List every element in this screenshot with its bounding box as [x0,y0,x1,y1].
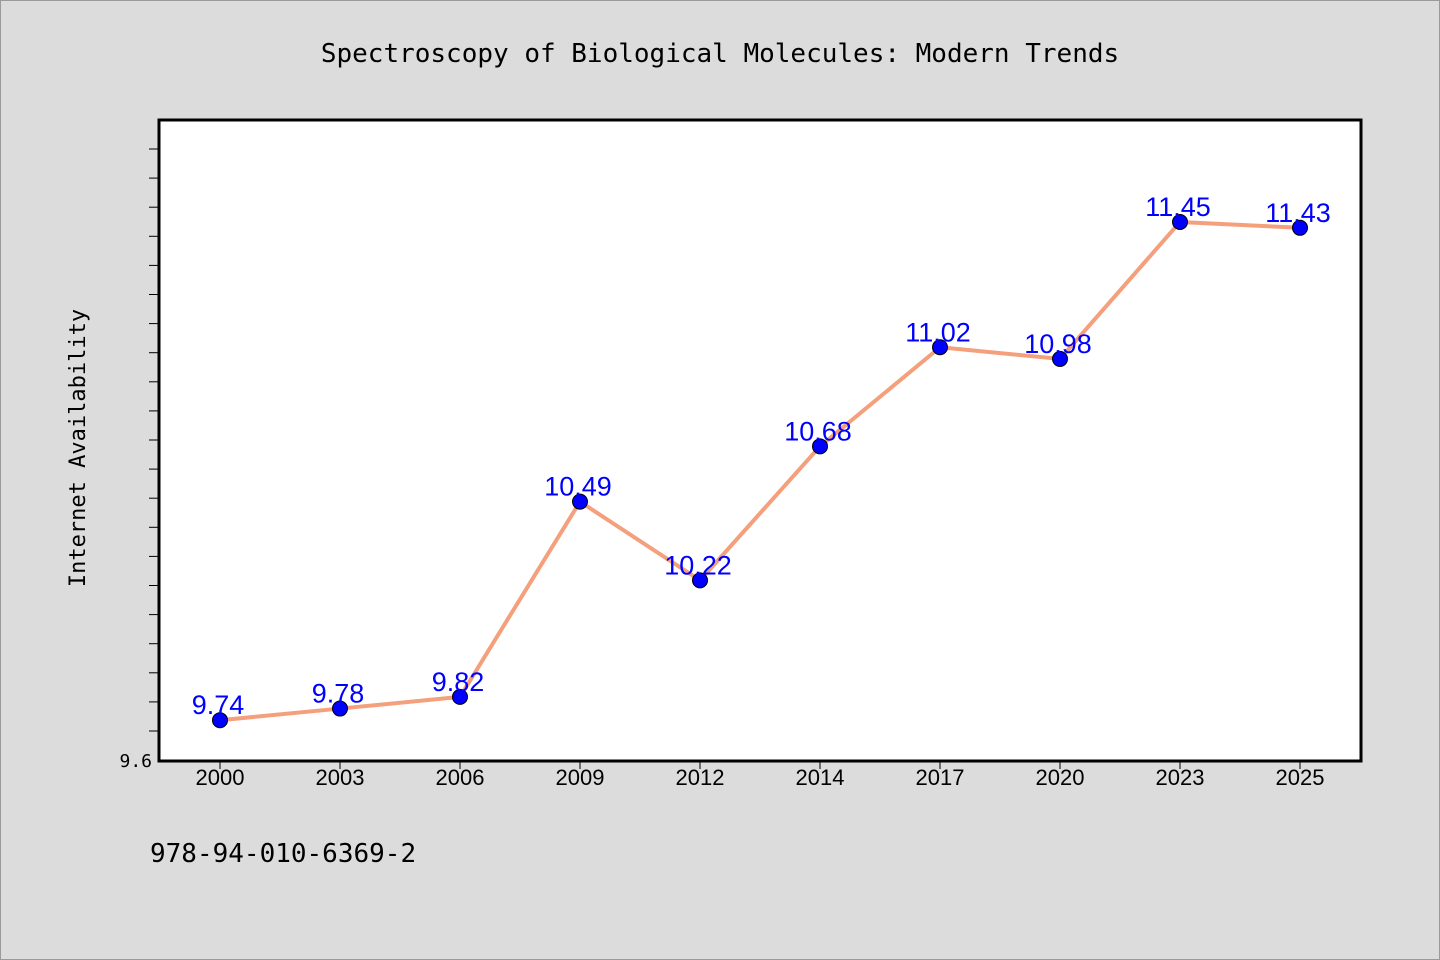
data-point [812,438,828,455]
x-tick-label: 2017 [916,765,965,790]
y-tick-label: 9.6 [119,751,152,772]
x-tick-label: 2023 [1156,765,1205,790]
data-label: 11.02 [905,317,971,347]
x-axis-ticks: 2000 2003 2006 2009 2012 2014 2017 2020 2023 2025 [196,761,1325,790]
data-label: 9.74 [192,690,245,720]
data-point [452,688,468,705]
x-tick-label: 2009 [556,765,605,790]
y-axis-ticks: 9.6 [119,148,158,772]
data-label: 10.98 [1024,329,1092,359]
x-tick-label: 2006 [436,765,485,790]
data-point [572,493,588,510]
data-label: 11.43 [1265,198,1331,228]
x-tick-label: 2020 [1036,765,1085,790]
series-line-group [218,219,1302,723]
data-label: 9.78 [312,679,365,709]
data-label: 11.45 [1145,192,1211,222]
data-label: 10.49 [544,472,612,502]
chart-title: Spectroscopy of Biological Molecules: Mo… [321,39,1119,69]
x-tick-label: 2003 [316,765,365,790]
data-point [692,572,708,589]
x-tick-label: 2012 [676,765,725,790]
plot-area [157,118,1363,763]
y-axis-label: Internet Availability [66,309,91,587]
data-point [1172,213,1188,230]
series-points-group [212,213,1308,729]
x-tick-label: 2000 [196,765,245,790]
data-label: 10.68 [784,416,852,446]
data-labels-group: 9.74 9.78 9.82 10.49 10.22 10.68 11.02 10.98 11.… [192,192,1331,720]
series-line [218,219,1302,723]
data-point [1292,219,1308,236]
data-point [332,700,348,717]
footer-isbn: 978-94-010-6369-2 [150,839,416,869]
data-label: 9.82 [432,667,485,697]
data-label: 10.22 [664,550,732,580]
data-point [932,339,948,356]
data-point [212,712,228,729]
x-tick-label: 2025 [1276,765,1325,790]
x-tick-label: 2014 [796,765,845,790]
data-point [1052,350,1068,367]
